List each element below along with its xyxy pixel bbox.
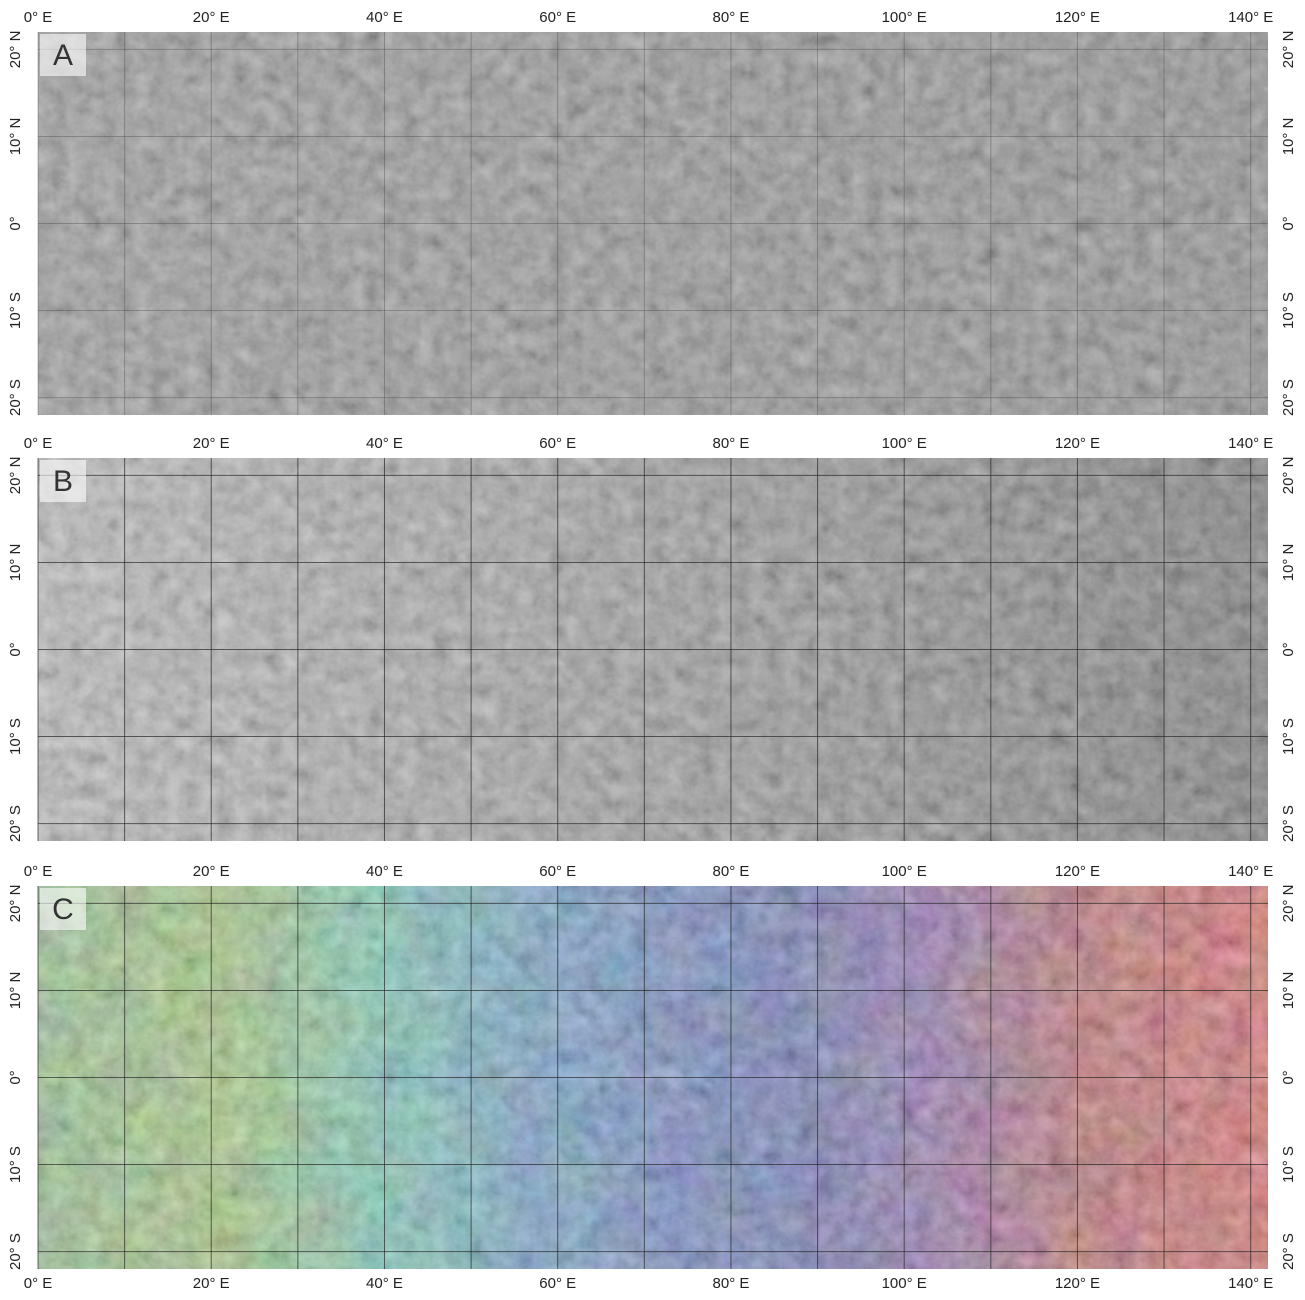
lon-tick-label: 140° E (1228, 1275, 1273, 1292)
lat-tick-label: 10° N (1280, 118, 1297, 156)
lat-tick-label: 20° S (1280, 379, 1297, 416)
lon-tick-label: 120° E (1055, 435, 1100, 452)
lat-tick-label: 10° S (1280, 718, 1297, 755)
lat-tick-label: 10° N (1280, 544, 1297, 582)
map-panel: C (38, 886, 1268, 1269)
lat-tick-label: 20° S (1280, 1233, 1297, 1270)
lat-tick-label: 20° S (7, 805, 24, 842)
panel-label: A (53, 39, 73, 72)
lon-tick-label: 20° E (193, 1275, 230, 1292)
lon-tick-label: 40° E (366, 863, 403, 880)
lon-tick-label: 60° E (539, 1275, 576, 1292)
lat-tick-label: 0° (1280, 1070, 1297, 1084)
lon-tick-label: 80° E (713, 863, 750, 880)
lon-tick-label: 100° E (882, 1275, 927, 1292)
lat-tick-label: 0° (7, 216, 24, 230)
lat-tick-label: 20° N (7, 457, 24, 495)
lon-tick-label: 20° E (193, 9, 230, 26)
lat-tick-label: 10° N (7, 972, 24, 1010)
map-panel: B (38, 458, 1268, 841)
lat-tick-label: 10° N (7, 544, 24, 582)
lat-tick-label: 0° (1280, 642, 1297, 656)
panel-label: C (52, 893, 74, 926)
lon-tick-label: 140° E (1228, 435, 1273, 452)
lat-tick-label: 0° (7, 1070, 24, 1084)
lon-tick-label: 100° E (882, 863, 927, 880)
lon-tick-label: 120° E (1055, 863, 1100, 880)
lon-tick-label: 100° E (882, 9, 927, 26)
lat-tick-label: 20° S (7, 1233, 24, 1270)
lat-tick-label: 10° S (7, 1146, 24, 1183)
lon-tick-label: 40° E (366, 9, 403, 26)
lat-tick-label: 20° N (1280, 457, 1297, 495)
lat-tick-label: 20° N (1280, 885, 1297, 923)
lat-tick-label: 10° N (1280, 972, 1297, 1010)
lat-tick-label: 10° S (7, 292, 24, 329)
map-panel: A (38, 32, 1268, 415)
lon-tick-label: 0° E (24, 1275, 53, 1292)
lon-tick-label: 80° E (713, 1275, 750, 1292)
lon-tick-label: 20° E (193, 863, 230, 880)
lat-tick-label: 10° S (7, 718, 24, 755)
lon-tick-label: 0° E (24, 435, 53, 452)
lon-tick-label: 60° E (539, 435, 576, 452)
lat-tick-label: 0° (7, 642, 24, 656)
lat-tick-label: 10° N (7, 118, 24, 156)
lat-tick-label: 20° N (7, 885, 24, 923)
lat-tick-label: 20° S (1280, 805, 1297, 842)
lon-tick-label: 60° E (539, 9, 576, 26)
lon-tick-label: 20° E (193, 435, 230, 452)
lat-tick-label: 20° N (7, 31, 24, 69)
lon-tick-label: 100° E (882, 435, 927, 452)
lat-tick-label: 20° S (7, 379, 24, 416)
lon-tick-label: 80° E (713, 9, 750, 26)
lat-tick-label: 10° S (1280, 292, 1297, 329)
lon-tick-label: 80° E (713, 435, 750, 452)
lon-tick-label: 140° E (1228, 9, 1273, 26)
panel-label: B (53, 465, 73, 498)
lon-tick-label: 60° E (539, 863, 576, 880)
lon-tick-label: 0° E (24, 863, 53, 880)
lon-tick-label: 120° E (1055, 1275, 1100, 1292)
lat-tick-label: 0° (1280, 216, 1297, 230)
lon-tick-label: 40° E (366, 435, 403, 452)
lon-tick-label: 120° E (1055, 9, 1100, 26)
lon-tick-label: 140° E (1228, 863, 1273, 880)
lat-tick-label: 10° S (1280, 1146, 1297, 1183)
lon-tick-label: 0° E (24, 9, 53, 26)
lon-tick-label: 40° E (366, 1275, 403, 1292)
lat-tick-label: 20° N (1280, 31, 1297, 69)
figure: A0° E20° E40° E60° E80° E100° E120° E140… (0, 0, 1305, 1300)
page: A0° E20° E40° E60° E80° E100° E120° E140… (0, 0, 1305, 1300)
